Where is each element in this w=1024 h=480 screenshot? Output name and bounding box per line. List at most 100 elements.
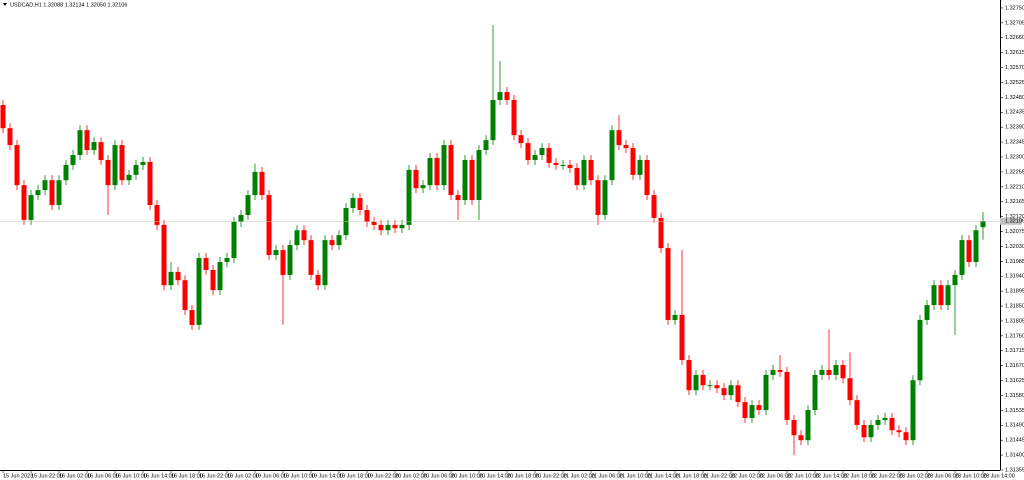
y-tick-label: 1.32210 [1005, 184, 1024, 190]
x-tick-label: 16 Jun 02:00 [59, 473, 91, 479]
candle-body [945, 285, 951, 306]
candle-body [924, 305, 930, 320]
candle-body [189, 310, 195, 325]
candle-body [819, 369, 825, 375]
x-tick-label: 22 Jun 22:00 [871, 473, 903, 479]
candle-body [14, 145, 20, 186]
x-tick-label: 21 Jun 10:00 [619, 473, 651, 479]
candle-body [833, 365, 839, 375]
candle-body [665, 248, 671, 320]
candle-body [679, 314, 685, 361]
candle-body [574, 167, 580, 186]
x-tick-label: 23 Jun 10:00 [955, 473, 987, 479]
candle-body [847, 378, 853, 401]
candle-body [84, 130, 90, 151]
title-marker [3, 3, 7, 6]
candle-body [182, 280, 188, 311]
candle-body [588, 159, 594, 181]
x-tick-label: 21 Jun 02:00 [563, 473, 595, 479]
y-tick-label: 1.32300 [1005, 154, 1024, 160]
x-tick-label: 22 Jun 06:00 [759, 473, 791, 479]
candle-body [630, 148, 636, 175]
y-tick-label: 1.32345 [1005, 140, 1024, 146]
candle-body [462, 159, 468, 201]
candle-body [791, 419, 797, 436]
x-tick-label: 15 Jun 22:00 [31, 473, 63, 479]
candle-body [294, 230, 300, 246]
x-tick-label: 22 Jun 10:00 [787, 473, 819, 479]
candle-body [966, 240, 972, 262]
candle-body [868, 424, 874, 438]
candle-body [98, 142, 104, 160]
candle-body [133, 164, 139, 175]
x-tick-label: 16 Jun 06:00 [87, 473, 119, 479]
y-tick-label: 1.31850 [1005, 303, 1024, 309]
y-tick-label: 1.31535 [1005, 408, 1024, 414]
y-tick-label: 1.32120 [1005, 214, 1024, 220]
x-tick-label: 21 Jun 14:00 [647, 473, 679, 479]
candle-body [287, 245, 293, 275]
candle-body [749, 405, 755, 418]
candle-body [63, 164, 69, 181]
candle-body [546, 148, 552, 163]
candle-body [266, 195, 272, 256]
y-tick-label: 1.32480 [1005, 95, 1024, 101]
y-tick-label: 1.31580 [1005, 393, 1024, 399]
candle-body [406, 169, 412, 225]
y-tick-label: 1.31445 [1005, 438, 1024, 444]
candle-body [497, 92, 503, 101]
candle-body [420, 185, 426, 189]
candle-body [154, 205, 160, 225]
candle-body [7, 128, 13, 146]
x-tick-label: 22 Jun 18:00 [843, 473, 875, 479]
candle-body [140, 161, 146, 165]
candle-body [301, 230, 307, 241]
x-tick-label: 21 Jun 22:00 [703, 473, 735, 479]
candle-body [798, 435, 804, 441]
x-tick-label: 20 Jun 18:00 [507, 473, 539, 479]
candle-body [525, 143, 531, 160]
candle-body [245, 195, 251, 215]
candle-body [532, 155, 538, 160]
x-tick-label: 22 Jun 14:00 [815, 473, 847, 479]
candle-body [252, 171, 258, 196]
candle-body [392, 224, 398, 229]
candle-body [896, 430, 902, 433]
candle-body [602, 180, 608, 215]
candle-body [399, 224, 405, 229]
y-tick-label: 1.31400 [1005, 453, 1024, 459]
candle-body [175, 271, 181, 281]
candle-body [385, 224, 391, 231]
candle-body [448, 145, 454, 196]
candle-body [77, 130, 83, 156]
x-tick-label: 19 Jun 10:00 [283, 473, 315, 479]
y-tick-label: 1.32750 [1005, 5, 1024, 11]
candle-body [322, 240, 328, 286]
candle-body [581, 159, 587, 186]
x-tick-label: 20 Jun 06:00 [423, 473, 455, 479]
x-tick-label: 21 Jun 18:00 [675, 473, 707, 479]
candle-body [595, 180, 601, 215]
candle-body [336, 235, 342, 246]
candle-body [112, 145, 118, 186]
x-tick-label: 23 Jun 02:00 [899, 473, 931, 479]
candle-body [742, 402, 748, 418]
candle-body [476, 150, 482, 201]
candle-body [315, 274, 321, 286]
x-tick-label: 22 Jun 02:00 [731, 473, 763, 479]
x-tick-label: 16 Jun 10:00 [115, 473, 147, 479]
candle-body [903, 432, 909, 441]
y-tick-label: 1.31490 [1005, 423, 1024, 429]
x-tick-label: 21 Jun 06:00 [591, 473, 623, 479]
candle-body [805, 410, 811, 441]
x-tick-label: 20 Jun 10:00 [451, 473, 483, 479]
y-tick-label: 1.31715 [1005, 348, 1024, 354]
candle-body [518, 135, 524, 144]
candle-body [616, 130, 622, 146]
x-tick-label: 19 Jun 14:00 [311, 473, 343, 479]
candle-body [308, 240, 314, 275]
candle-body [777, 369, 783, 372]
candle-body [910, 380, 916, 441]
candle-body [504, 92, 510, 101]
y-tick-label: 1.32705 [1005, 20, 1024, 26]
